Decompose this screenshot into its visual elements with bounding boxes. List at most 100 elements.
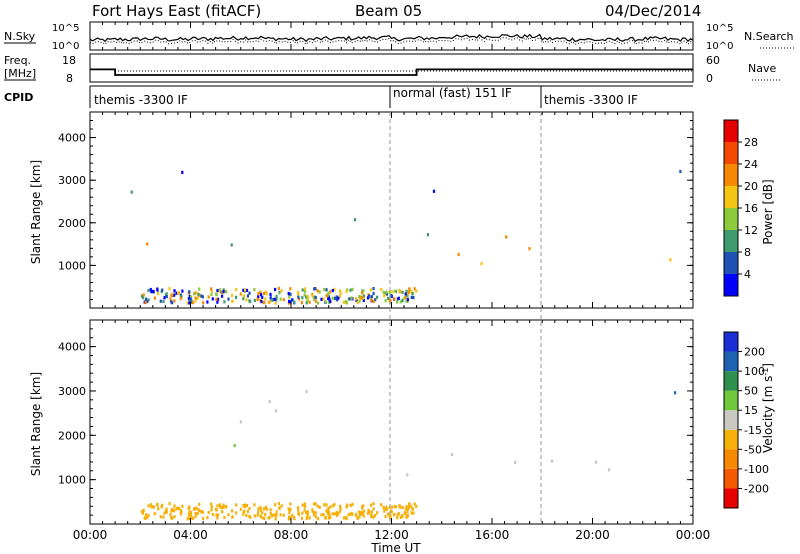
power-point (246, 294, 249, 298)
velocity-point (149, 503, 152, 507)
power-point (293, 300, 296, 304)
power-point (223, 300, 226, 304)
power-point (384, 299, 387, 303)
velocity-point (159, 515, 162, 519)
power-point (211, 297, 214, 301)
power-point (327, 296, 330, 300)
power-point (264, 297, 267, 301)
velocity-point (215, 513, 218, 517)
colorbar-tick-label: 100 (744, 365, 765, 378)
power-point (393, 289, 396, 293)
power-point (374, 298, 377, 302)
velocity-point (147, 504, 150, 508)
velocity-point (218, 503, 221, 507)
power-point (181, 170, 184, 174)
velocity-point (260, 515, 263, 519)
velocity-point (275, 409, 278, 413)
power-point (152, 289, 155, 293)
velocity-point (144, 513, 148, 517)
velocity-point (173, 504, 176, 508)
power-point (282, 298, 285, 302)
velocity-point (289, 502, 292, 506)
power-point (279, 297, 282, 301)
power-point (215, 297, 218, 301)
velocity-point (372, 515, 375, 519)
power-point (399, 300, 402, 304)
velocity-point (398, 504, 401, 508)
power-point (235, 288, 238, 292)
velocity-point (265, 507, 268, 511)
power-point (329, 290, 332, 294)
velocity-point (313, 513, 316, 517)
velocity-point (397, 512, 400, 516)
velocity-panel-frame (89, 319, 694, 525)
velocity-point (325, 503, 328, 507)
velocity-point (153, 512, 156, 516)
cpid-segment-label: themis -3300 IF (544, 93, 638, 107)
power-point (415, 289, 418, 293)
power-point (263, 291, 266, 296)
power-point (193, 292, 196, 296)
power-point (405, 299, 408, 303)
velocity-point (308, 516, 311, 520)
velocity-point (323, 503, 326, 507)
velocity-point (320, 513, 323, 517)
power-point (345, 301, 348, 305)
power-point (265, 292, 268, 296)
power-point (186, 301, 189, 305)
power-point (323, 287, 326, 292)
power-point (187, 297, 190, 301)
colorbar-tick-label: 50 (744, 385, 758, 398)
power-point (369, 288, 372, 292)
velocity-point (173, 508, 176, 513)
power-point (331, 296, 334, 300)
velocity-point (401, 506, 404, 510)
velocity-point (189, 513, 192, 517)
power-point (412, 296, 415, 300)
velocity-point (245, 513, 248, 518)
power-point (380, 287, 383, 292)
power-point (289, 300, 292, 304)
power-point (149, 287, 152, 292)
noise-left-tick-low: 10^0 (52, 41, 79, 52)
power-point (260, 300, 263, 304)
power-point (396, 300, 399, 304)
velocity-point (355, 514, 358, 518)
power-point (410, 295, 413, 299)
power-point (345, 289, 348, 294)
power-point (359, 297, 362, 301)
velocity-x-ticks (89, 320, 694, 524)
velocity-point (223, 515, 226, 520)
velocity-point (374, 513, 377, 517)
velocity-point (410, 505, 413, 509)
power-point (288, 295, 291, 299)
velocity-point (179, 512, 182, 516)
y-tick-label: 2000 (58, 429, 86, 442)
power-point (432, 189, 436, 193)
colorbar-segment (724, 164, 738, 186)
colorbar-segment (724, 142, 738, 164)
velocity-point (393, 512, 396, 517)
velocity-point (316, 504, 319, 508)
power-point (256, 297, 259, 302)
velocity-colorbar: -200 -100 -50 -15 15 50 100 200 (723, 331, 769, 509)
power-point (287, 301, 290, 305)
velocity-point (227, 513, 230, 517)
cpid-segment-label: normal (fast) 151 IF (393, 86, 512, 100)
y-tick-label: 4000 (58, 132, 86, 145)
power-point (165, 295, 168, 299)
velocity-point (287, 507, 290, 511)
velocity-point (594, 460, 597, 464)
power-point (331, 289, 334, 293)
velocity-point (280, 504, 283, 508)
power-point (372, 292, 375, 296)
power-point (140, 294, 143, 298)
velocity-point (289, 508, 292, 512)
power-point (322, 297, 325, 301)
velocity-colorbar-label-main: Velocity [m s (761, 376, 775, 453)
power-point (306, 298, 309, 302)
power-point (243, 294, 246, 298)
velocity-point (275, 514, 278, 518)
power-point (188, 290, 191, 294)
power-point (404, 296, 407, 300)
